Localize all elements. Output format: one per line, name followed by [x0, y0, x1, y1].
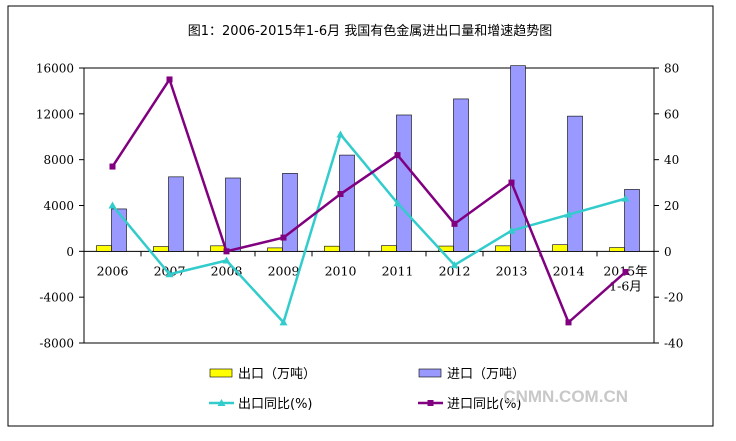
import-yoy-point	[280, 234, 287, 241]
category-labels: 2006200720082009201020112012201320142015…	[97, 263, 648, 293]
import-bar	[339, 154, 355, 252]
import-yoy-point	[109, 163, 116, 170]
right-axis: -40 -20 0 20 40 60 80	[654, 62, 683, 351]
import-yoy-point	[622, 268, 629, 275]
export-bar	[495, 245, 511, 252]
import-bar	[510, 65, 526, 252]
left-tick-label: 0	[66, 245, 74, 259]
left-tick-label: -8000	[39, 337, 74, 351]
export-bar	[381, 245, 397, 252]
right-tick-label: 40	[664, 153, 679, 167]
left-tick-label: 12000	[36, 107, 74, 121]
left-axis: -8000 -4000 0 4000 8000 12000 16000	[36, 62, 84, 351]
category-label: 2010	[325, 263, 357, 278]
category-label: 2013	[496, 263, 528, 278]
right-tick-label: 60	[664, 107, 679, 121]
export-yoy-point	[393, 199, 402, 207]
legend-import-label: 进口（万吨）	[447, 367, 525, 382]
export-yoy-point	[621, 194, 630, 202]
legend-import-yoy-marker	[427, 400, 434, 406]
left-tick-label: 4000	[43, 199, 74, 213]
export-bar	[267, 247, 283, 252]
export-yoy-line	[111, 133, 626, 324]
import-bar	[168, 176, 184, 252]
right-tick-label: -40	[664, 337, 683, 351]
import-yoy-point	[508, 179, 515, 186]
export-yoy-point	[336, 130, 345, 138]
left-tick-label: -4000	[39, 291, 74, 305]
export-yoy-point	[564, 210, 573, 218]
export-yoy-point	[507, 226, 516, 234]
export-bar	[153, 246, 169, 252]
category-label: 1-6月	[609, 278, 642, 293]
export-bar	[96, 245, 112, 252]
category-label: 2014	[553, 263, 585, 278]
category-label: 2009	[268, 263, 300, 278]
legend-import-yoy-label: 进口同比(%)	[447, 397, 522, 412]
import-bar	[225, 177, 241, 252]
import-bar	[282, 173, 298, 252]
right-tick-label: -20	[664, 291, 683, 305]
export-yoy-point	[108, 201, 117, 209]
import-yoy-point	[337, 191, 344, 198]
right-tick-label: 20	[664, 199, 679, 213]
legend-export-label: 出口（万吨）	[238, 367, 316, 382]
import-bar	[567, 115, 583, 252]
category-label: 2012	[439, 263, 471, 278]
import-bar	[453, 98, 469, 252]
export-bar	[609, 247, 625, 252]
category-label: 2011	[382, 263, 414, 278]
import-bar	[624, 189, 640, 252]
left-tick-label: 8000	[43, 153, 74, 167]
import-yoy-line	[111, 78, 627, 324]
category-label: 2008	[211, 263, 243, 278]
export-yoy-point	[222, 256, 231, 264]
export-yoy-point	[279, 318, 288, 326]
legend-export-swatch	[209, 368, 233, 378]
import-yoy-point	[166, 76, 173, 83]
lines-layer	[108, 76, 630, 326]
import-yoy-point	[565, 319, 572, 326]
import-yoy-point	[394, 152, 401, 159]
import-bar	[396, 114, 412, 252]
chart-title: 图1：2006-2015年1-6月 我国有色金属进出口量和增速趋势图	[188, 23, 553, 39]
legend-export-yoy-label: 出口同比(%)	[238, 397, 313, 412]
right-tick-label: 0	[664, 245, 672, 259]
import-yoy-point	[223, 248, 230, 255]
export-bar	[210, 245, 226, 252]
import-yoy-point	[451, 220, 458, 227]
right-tick-label: 80	[664, 62, 679, 76]
category-label: 2006	[97, 263, 129, 278]
legend-export-yoy-marker	[217, 399, 226, 406]
watermark: CNMN.COM.CN	[503, 387, 628, 406]
export-yoy-point	[165, 270, 174, 278]
export-yoy-point	[450, 261, 459, 269]
export-bar	[552, 244, 568, 252]
legend: 出口（万吨） 进口（万吨） 出口同比(%) 进口同比(%)	[209, 367, 525, 412]
left-tick-label: 16000	[36, 62, 74, 76]
legend-import-swatch	[418, 368, 442, 378]
export-bar	[324, 245, 340, 252]
bars-layer	[96, 65, 640, 252]
